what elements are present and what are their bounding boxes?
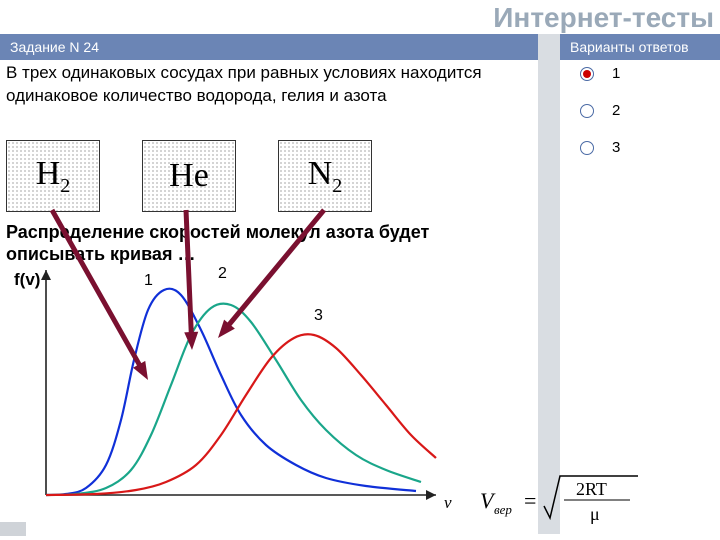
option-2[interactable]: 2 — [580, 102, 620, 119]
svg-text:v: v — [444, 493, 452, 512]
task-bar: Задание N 24 — [0, 34, 538, 60]
subtitle-text: Распределение скоростей молекул азота бу… — [6, 222, 526, 265]
radio-icon — [580, 67, 594, 81]
option-label: 2 — [612, 102, 620, 119]
svg-text:2: 2 — [218, 265, 227, 282]
option-label: 3 — [612, 139, 620, 156]
options-list: 1 2 3 — [580, 65, 620, 156]
option-3[interactable]: 3 — [580, 139, 620, 156]
gas-box-n2: N2 — [278, 140, 372, 212]
option-1[interactable]: 1 — [580, 65, 620, 82]
svg-text:f(v): f(v) — [14, 270, 40, 289]
radio-icon — [580, 104, 594, 118]
svg-text:3: 3 — [314, 307, 323, 324]
gas-row: H2 He N2 — [6, 140, 372, 212]
gas-box-h2: H2 — [6, 140, 100, 212]
question-text: В трех одинаковых сосудах при равных усл… — [6, 62, 526, 108]
svg-text:1: 1 — [144, 272, 153, 289]
radio-icon — [580, 141, 594, 155]
answers-bar: Варианты ответов — [560, 34, 720, 60]
svg-text:μ: μ — [590, 504, 600, 524]
separator-column — [538, 34, 560, 534]
svg-text:2RT: 2RT — [576, 479, 607, 499]
option-label: 1 — [612, 65, 620, 82]
gas-box-he: He — [142, 140, 236, 212]
svg-text:=: = — [524, 488, 536, 513]
page-title: Интернет-тесты — [493, 2, 714, 34]
svg-text:вер: вер — [494, 502, 512, 517]
formula: V вер = 2RT μ — [480, 470, 650, 533]
distribution-chart: 1 2 3 f(v) v — [6, 260, 466, 530]
corner-decoration — [0, 522, 26, 536]
